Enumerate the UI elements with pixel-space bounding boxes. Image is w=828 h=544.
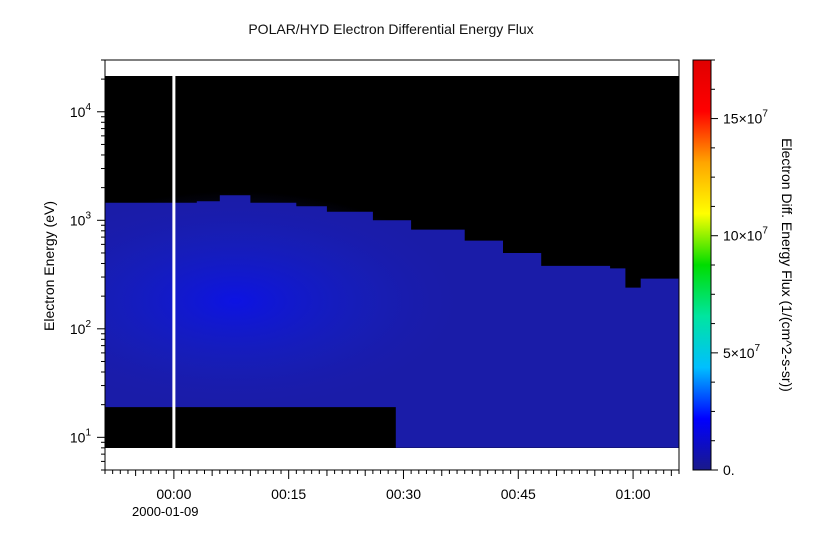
y-tick-exponent: 4 — [85, 102, 91, 113]
y-tick-label: 102 — [70, 319, 92, 337]
data-gap-line — [172, 76, 176, 448]
colorbar-tick-label: 5×107 — [723, 343, 761, 361]
colorbar-ticks: 0. 5×107 10×107 15×107 — [711, 59, 768, 478]
y-tick-exponent: 2 — [85, 319, 91, 330]
flux-peak — [105, 191, 466, 412]
x-tick-label: 00:00 — [156, 486, 191, 502]
colorbar-tick-exponent: 7 — [762, 226, 768, 237]
y-axis: 101 102 103 104 — [70, 59, 105, 471]
colorbar-tick-exponent: 7 — [762, 109, 768, 120]
x-axis: 00:00 00:15 00:30 00:45 01:00 — [104, 470, 680, 502]
x-tick-label: 01:00 — [616, 486, 651, 502]
y-axis-label: Electron Energy (eV) — [41, 201, 57, 331]
y-tick-label: 101 — [70, 427, 92, 445]
y-tick-exponent: 3 — [85, 210, 91, 221]
plot-area — [105, 60, 679, 470]
x-tick-label: 00:30 — [386, 486, 421, 502]
x-tick-label: 00:15 — [271, 486, 306, 502]
y-tick-label: 104 — [70, 102, 92, 120]
x-date-label: 2000-01-09 — [132, 504, 199, 519]
chart-title: POLAR/HYD Electron Differential Energy F… — [248, 21, 533, 37]
y-tick-exponent: 1 — [85, 427, 91, 438]
colorbar-label: Electron Diff. Energy Flux (1/(cm^2-s-sr… — [779, 138, 795, 392]
colorbar-tick-label: 10×107 — [723, 226, 768, 244]
colorbar-tick-label: 15×107 — [723, 109, 768, 127]
heatmap-layer — [105, 76, 679, 448]
y-tick-label: 103 — [70, 210, 92, 228]
x-tick-label: 00:45 — [501, 486, 536, 502]
colorbar-gradient — [692, 59, 712, 471]
plot-frame — [104, 59, 680, 471]
colorbar-tick-exponent: 7 — [755, 343, 761, 354]
colorbar: 0. 5×107 10×107 15×107 Electron Diff. Energ… — [692, 59, 795, 478]
colorbar-tick-label: 0. — [723, 462, 735, 478]
